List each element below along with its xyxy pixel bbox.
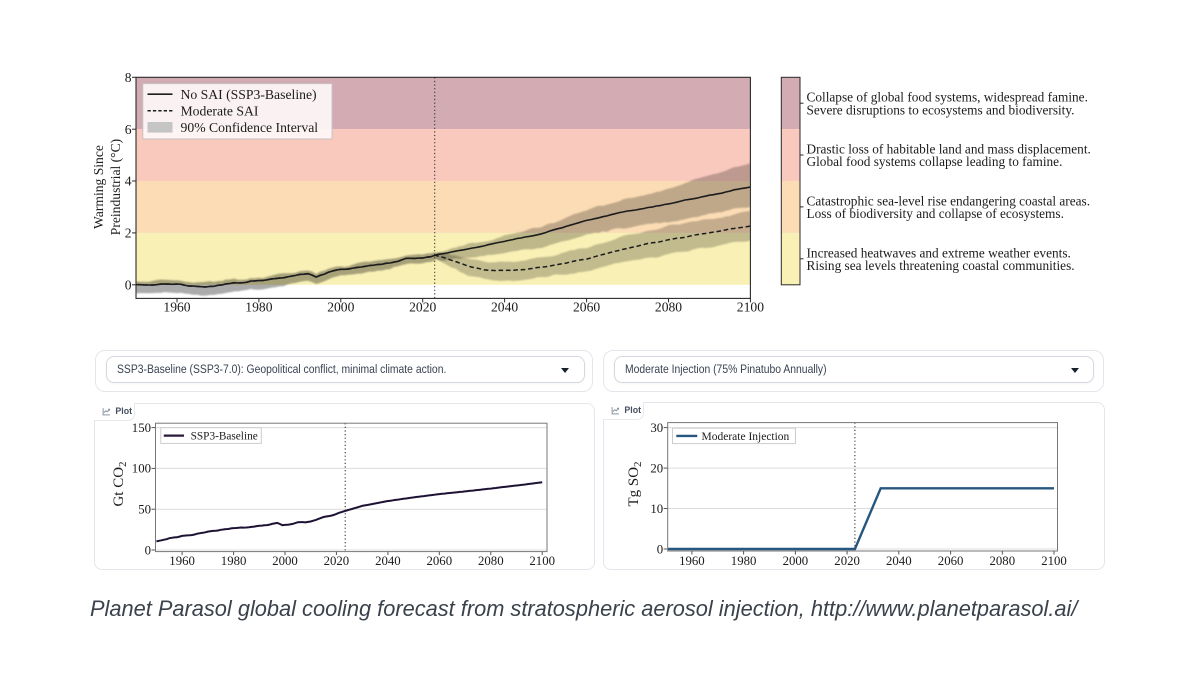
svg-text:Global food systems collapse l: Global food systems collapse leading to … xyxy=(807,154,1063,169)
svg-text:2000: 2000 xyxy=(272,554,298,568)
svg-text:1980: 1980 xyxy=(731,554,757,568)
svg-text:2080: 2080 xyxy=(655,300,682,315)
svg-text:Tg SO2: Tg SO2 xyxy=(626,461,644,506)
svg-text:Rising sea levels threatening: Rising sea levels threatening coastal co… xyxy=(807,258,1075,273)
svg-text:8: 8 xyxy=(125,70,132,85)
svg-text:0: 0 xyxy=(145,543,151,557)
svg-text:2040: 2040 xyxy=(375,554,401,568)
svg-text:2060: 2060 xyxy=(427,554,453,568)
svg-text:2080: 2080 xyxy=(478,554,504,568)
svg-text:Gt CO2: Gt CO2 xyxy=(111,461,129,506)
svg-text:1980: 1980 xyxy=(245,300,272,315)
svg-text:2060: 2060 xyxy=(938,554,964,568)
svg-text:2020: 2020 xyxy=(834,554,860,568)
svg-text:50: 50 xyxy=(138,503,151,517)
svg-text:20: 20 xyxy=(650,461,663,475)
svg-text:1960: 1960 xyxy=(679,554,705,568)
svg-text:90% Confidence Interval: 90% Confidence Interval xyxy=(181,120,319,135)
svg-text:Moderate SAI: Moderate SAI xyxy=(181,103,259,118)
svg-text:2040: 2040 xyxy=(491,300,518,315)
svg-text:2020: 2020 xyxy=(409,300,436,315)
svg-text:100: 100 xyxy=(132,462,151,476)
svg-text:No SAI (SSP3-Baseline): No SAI (SSP3-Baseline) xyxy=(181,87,317,103)
svg-text:Catastrophic sea-level rise en: Catastrophic sea-level rise endangering … xyxy=(807,193,1091,208)
svg-text:2000: 2000 xyxy=(327,300,354,315)
svg-text:2080: 2080 xyxy=(990,554,1016,568)
svg-text:2060: 2060 xyxy=(573,300,600,315)
svg-text:150: 150 xyxy=(132,421,151,435)
svg-text:2020: 2020 xyxy=(324,554,350,568)
svg-text:Increased heatwaves and extrem: Increased heatwaves and extreme weather … xyxy=(807,245,1071,260)
svg-text:30: 30 xyxy=(650,421,663,435)
svg-text:1960: 1960 xyxy=(169,554,195,568)
svg-text:Drastic loss of habitable land: Drastic loss of habitable land and mass … xyxy=(807,142,1091,157)
svg-text:2100: 2100 xyxy=(737,300,764,315)
svg-text:2100: 2100 xyxy=(529,554,555,568)
svg-text:SSP3-Baseline: SSP3-Baseline xyxy=(191,431,258,443)
svg-text:10: 10 xyxy=(650,502,663,516)
svg-text:2100: 2100 xyxy=(1041,554,1067,568)
svg-text:Moderate Injection: Moderate Injection xyxy=(702,431,790,443)
svg-text:6: 6 xyxy=(125,122,132,137)
svg-text:2040: 2040 xyxy=(886,554,912,568)
svg-text:4: 4 xyxy=(125,174,132,189)
svg-text:1980: 1980 xyxy=(221,554,247,568)
svg-text:2000: 2000 xyxy=(783,554,809,568)
svg-text:Loss of biodiversity and colla: Loss of biodiversity and collapse of eco… xyxy=(807,206,1064,221)
svg-text:Preindustrial (°C): Preindustrial (°C) xyxy=(108,139,124,235)
svg-text:2: 2 xyxy=(125,226,132,241)
svg-text:Severe disruptions to ecosyste: Severe disruptions to ecosystems and bio… xyxy=(807,102,1075,117)
svg-text:0: 0 xyxy=(125,277,132,292)
svg-text:Collapse of global food system: Collapse of global food systems, widespr… xyxy=(807,90,1088,105)
svg-text:0: 0 xyxy=(657,542,663,556)
svg-text:Warming Since: Warming Since xyxy=(91,145,106,229)
svg-text:1960: 1960 xyxy=(163,300,190,315)
